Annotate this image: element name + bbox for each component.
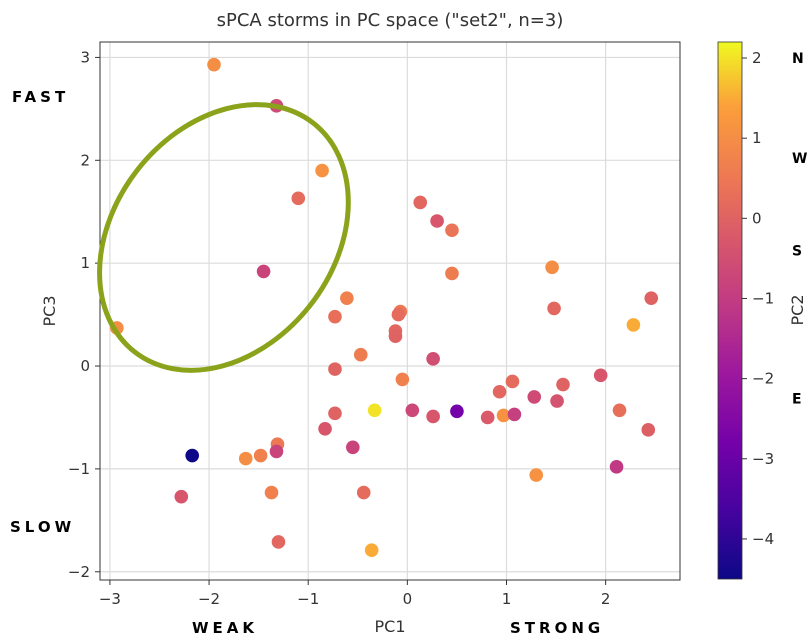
colorbar-tick-label: 0 <box>752 209 762 227</box>
y-tick-label: 2 <box>80 151 90 169</box>
plot-border <box>99 41 681 581</box>
colorbar-tick-label: 1 <box>752 129 762 147</box>
scatter-point <box>550 394 564 408</box>
scatter-point <box>626 318 641 332</box>
x-tick-label: 2 <box>601 590 611 608</box>
scatter-point <box>291 191 306 206</box>
scatter-point <box>545 260 559 275</box>
y-axis-label: PC3 <box>40 296 59 327</box>
compass-labels: N W S E <box>792 51 807 408</box>
scatter-point <box>238 451 253 466</box>
scatter-point <box>593 368 608 383</box>
scatter-point <box>340 291 354 305</box>
scatter-point <box>405 403 420 418</box>
scatter-point <box>445 266 459 281</box>
scatter-point <box>496 408 511 423</box>
annotation-strong: STRONG <box>510 619 604 637</box>
scatter-point <box>353 347 368 362</box>
scatter-point <box>174 489 189 504</box>
scatter-point <box>529 468 544 482</box>
x-tick-label: 0 <box>403 590 413 608</box>
scatter-point <box>445 223 459 238</box>
colorbar-tick-label: −4 <box>752 530 774 548</box>
scatter-point <box>426 409 440 424</box>
scatter-point <box>264 485 279 500</box>
scatter-point <box>269 444 284 459</box>
scatter-point <box>318 421 332 436</box>
scatter-point <box>644 291 659 305</box>
x-tick-label: −3 <box>99 590 121 608</box>
scatter-point <box>612 403 627 418</box>
scatter-point <box>328 406 342 421</box>
scatter-point <box>556 377 570 392</box>
scatter-point <box>346 440 360 455</box>
scatter-point <box>328 309 342 324</box>
scatter-point <box>364 543 379 557</box>
scatter-point <box>185 448 200 463</box>
scatter-point <box>391 307 406 322</box>
y-tick-label: −1 <box>68 460 90 478</box>
scatter-point <box>413 195 428 210</box>
scatter-point <box>609 460 624 474</box>
scatter-point <box>256 264 271 279</box>
y-axis-ticks: −2 −1 0 1 2 3 <box>68 48 100 581</box>
scatter-point <box>315 163 329 178</box>
scatter-point <box>356 485 371 500</box>
annotation-slow: SLOW <box>10 518 75 536</box>
compass-label-n: N <box>792 51 804 67</box>
y-tick-label: 0 <box>80 357 90 375</box>
x-tick-label: 1 <box>502 590 512 608</box>
colorbar-label: PC2 <box>788 295 807 326</box>
scatter-point <box>492 384 507 399</box>
scatter-point <box>547 301 561 316</box>
x-axis-ticks: −3 −2 −1 0 1 2 <box>99 580 611 608</box>
colorbar-ticks: 2 1 0 −1 −2 −3 −4 <box>742 49 774 548</box>
highlight-ellipse <box>97 102 351 373</box>
scatter-point <box>507 407 522 422</box>
scatter-point <box>641 423 656 437</box>
scatter-point <box>395 372 410 387</box>
scatter-point <box>207 57 221 72</box>
compass-label-w: W <box>792 151 807 167</box>
scatter-point <box>430 214 444 228</box>
x-axis-label: PC1 <box>375 617 406 636</box>
scatter-point <box>388 329 403 344</box>
scatter-point <box>328 362 342 376</box>
scatter-point <box>450 404 464 419</box>
y-tick-label: −2 <box>68 563 90 581</box>
annotation-weak: WEAK <box>192 619 258 637</box>
scatter-point <box>527 390 542 404</box>
scatter-point <box>253 448 268 463</box>
colorbar-tick-label: −3 <box>752 450 774 468</box>
scatter-point <box>480 410 495 425</box>
x-tick-label: −2 <box>198 590 220 608</box>
scatter-point <box>426 352 440 366</box>
scatter-point <box>271 535 286 549</box>
annotation-fast: FAST <box>12 88 69 106</box>
colorbar-tick-label: −2 <box>752 370 774 388</box>
y-tick-label: 3 <box>80 48 90 66</box>
colorbar-tick-label: −1 <box>752 289 774 307</box>
scatter-point <box>505 374 520 389</box>
compass-label-s: S <box>792 243 802 259</box>
colorbar-tick-label: 2 <box>752 49 762 67</box>
y-tick-label: 1 <box>80 254 90 272</box>
chart-title: sPCA storms in PC space ("set2", n=3) <box>217 10 564 31</box>
x-tick-label: −1 <box>297 590 319 608</box>
colorbar <box>717 41 743 580</box>
scatter-point <box>367 403 382 418</box>
plot-area <box>100 42 680 580</box>
compass-label-e: E <box>792 392 802 408</box>
